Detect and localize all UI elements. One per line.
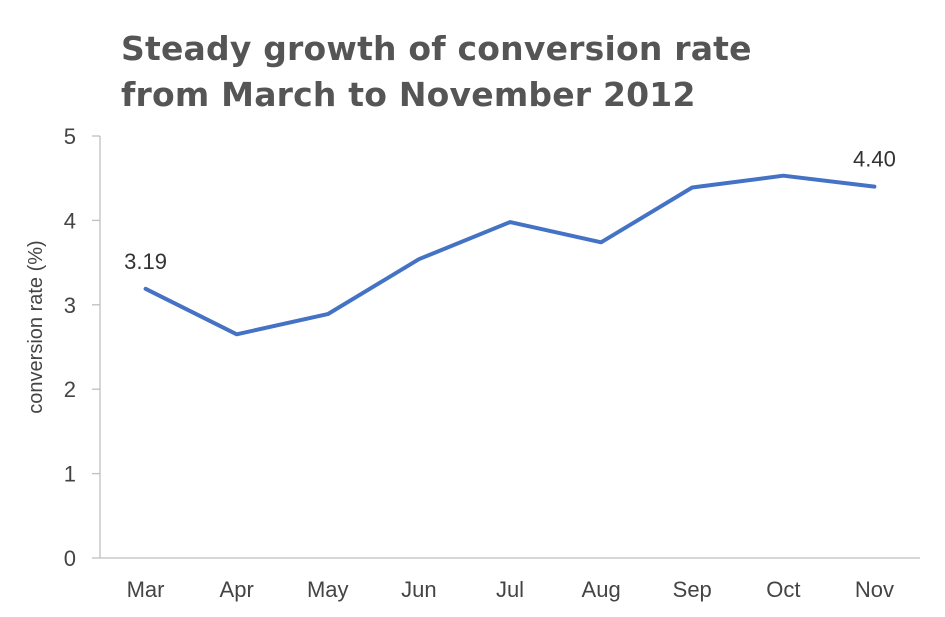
x-tick-label: May	[307, 577, 349, 602]
data-label: 3.19	[124, 249, 167, 274]
series-line	[143, 173, 877, 337]
data-labels: 3.19 4.40	[124, 147, 896, 274]
y-tick-label: 5	[64, 124, 76, 149]
y-tick-label: 4	[64, 208, 76, 233]
y-tick-label: 3	[64, 293, 76, 318]
series-group	[143, 173, 877, 337]
y-axis: 0 1 2 3 4 5	[64, 124, 101, 571]
x-tick-label: Aug	[582, 577, 621, 602]
x-tick-label: Sep	[673, 577, 712, 602]
y-tick-label: 1	[64, 462, 76, 487]
chart-title: Steady growth of conversion rate from Ma…	[121, 26, 901, 118]
chart-title-line-1: Steady growth of conversion rate	[121, 29, 752, 68]
x-tick-label: Jun	[401, 577, 436, 602]
x-tick-label: Jul	[496, 577, 524, 602]
x-tick-label: Nov	[855, 577, 894, 602]
data-label: 4.40	[853, 147, 896, 172]
x-tick-label: Mar	[127, 577, 165, 602]
x-tick-label: Oct	[766, 577, 800, 602]
x-axis: Mar Apr May Jun Jul Aug Sep Oct Nov	[100, 557, 920, 602]
chart-title-line-2: from March to November 2012	[121, 75, 696, 114]
y-tick-label: 0	[64, 546, 76, 571]
y-axis-title: conversion rate (%)	[25, 240, 47, 413]
y-tick-label: 2	[64, 377, 76, 402]
x-tick-label: Apr	[220, 577, 254, 602]
